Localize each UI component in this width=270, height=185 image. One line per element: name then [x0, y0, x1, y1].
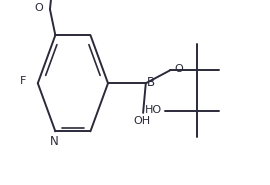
Text: B: B — [147, 76, 155, 89]
Text: HO: HO — [145, 105, 162, 115]
Text: O: O — [35, 3, 43, 13]
Text: OH: OH — [133, 116, 150, 126]
Text: F: F — [20, 76, 26, 86]
Text: O: O — [174, 64, 183, 74]
Text: N: N — [50, 135, 58, 148]
